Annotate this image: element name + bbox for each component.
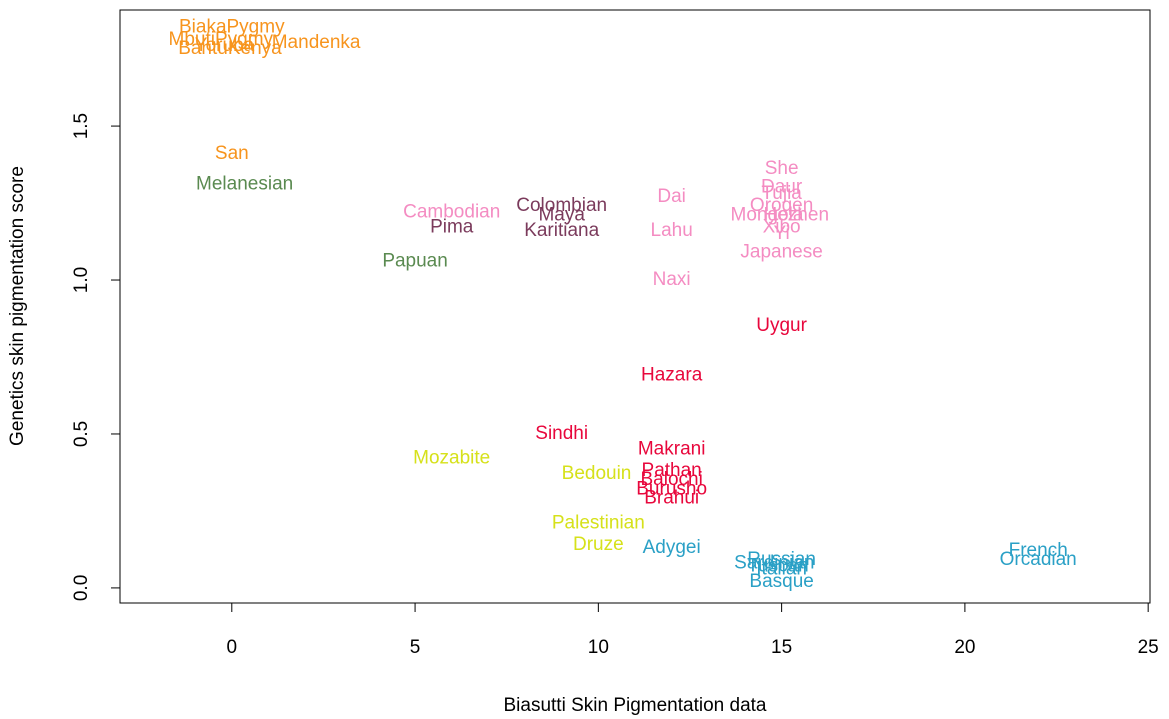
- point-label: Japanese: [740, 241, 822, 262]
- x-tick-label: 15: [771, 637, 792, 658]
- x-tick-label: 5: [410, 637, 421, 658]
- point-label: Sardinian: [734, 552, 814, 573]
- point-label: MbutiPygmy: [169, 29, 274, 50]
- y-axis-label: Genetics skin pigmentation score: [7, 166, 28, 446]
- point-label: Melanesian: [196, 174, 293, 195]
- point-label: BiakaPygmy: [179, 17, 285, 38]
- point-label: Xibo: [763, 217, 801, 238]
- point-label: Tujia: [761, 183, 802, 204]
- point-label: Daur: [761, 177, 803, 198]
- x-axis-label: Biasutti Skin Pigmentation data: [504, 695, 767, 716]
- point-label: French: [1009, 540, 1068, 561]
- point-label: Uygur: [756, 315, 807, 336]
- point-label: Italian: [756, 558, 807, 579]
- point-label: Druze: [573, 534, 624, 555]
- point-label: Cambodian: [403, 201, 500, 222]
- point-label: Dai: [657, 186, 686, 207]
- x-tick-label: 25: [1138, 637, 1159, 658]
- point-label: Mongola: [731, 204, 804, 225]
- point-label: She: [765, 158, 799, 179]
- point-label: Colombian: [516, 195, 607, 216]
- point-label: Maya: [538, 204, 585, 225]
- point-label: Lahu: [651, 220, 693, 241]
- point-label: Makrani: [638, 438, 706, 459]
- point-label: Orcadian: [1000, 549, 1077, 570]
- point-label: San: [215, 143, 249, 164]
- point-label: Papuan: [382, 251, 448, 272]
- point-label: Hezhen: [764, 204, 830, 225]
- point-label: Basque: [749, 571, 813, 592]
- point-label: Adygei: [643, 537, 701, 558]
- point-label: Burusho: [636, 478, 707, 499]
- point-label: Balochi: [640, 469, 702, 490]
- point-label: Yoruba: [195, 35, 255, 56]
- x-tick-label: 20: [954, 637, 975, 658]
- point-label: BantuKenya: [178, 38, 282, 59]
- point-label: Mandenka: [272, 32, 361, 53]
- point-label: Palestinian: [552, 512, 645, 533]
- point-label: Russian: [747, 549, 816, 570]
- point-label: Hazara: [641, 364, 703, 385]
- y-tick-label: 1.5: [71, 113, 92, 139]
- point-label: Mozabite: [413, 448, 490, 469]
- x-tick-label: 0: [227, 637, 238, 658]
- y-tick-label: 0.5: [71, 421, 92, 447]
- y-tick-label: 0.0: [71, 575, 92, 601]
- point-label: Brahui: [644, 488, 699, 509]
- point-label: Tuscan: [747, 555, 809, 576]
- point-label: Oroqen: [750, 195, 813, 216]
- x-tick-label: 10: [588, 637, 609, 658]
- y-tick-label: 1.0: [71, 267, 92, 293]
- point-label: Sindhi: [535, 423, 588, 444]
- point-label: Karitiana: [524, 220, 599, 241]
- point-label: Naxi: [653, 269, 691, 290]
- point-label: Pima: [430, 217, 474, 238]
- point-label: Pathan: [642, 460, 702, 481]
- point-label: Yi: [774, 223, 790, 244]
- point-label: Bedouin: [562, 463, 632, 484]
